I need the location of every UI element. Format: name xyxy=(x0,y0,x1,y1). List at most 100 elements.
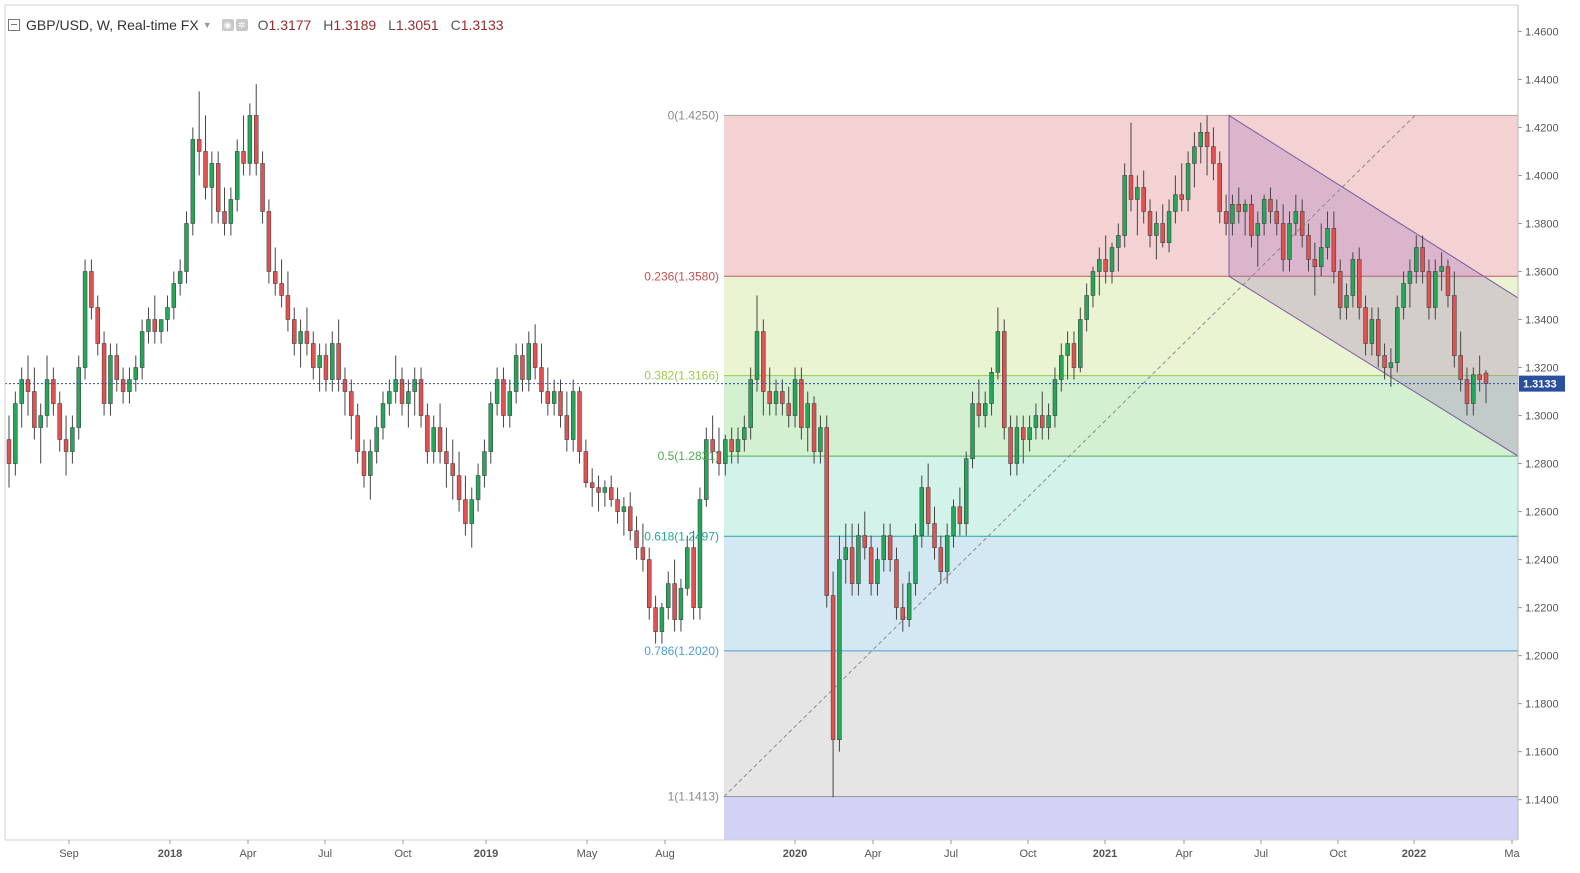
candle-body xyxy=(513,355,519,392)
candle-body xyxy=(532,343,538,368)
candle-body xyxy=(608,487,614,500)
candle-body xyxy=(165,307,170,320)
candle-body xyxy=(63,439,69,452)
candle-body xyxy=(1135,187,1140,200)
candle-body xyxy=(925,487,931,524)
candle-body xyxy=(799,379,804,428)
x-tick-label: 2022 xyxy=(1402,848,1426,860)
candle-body xyxy=(146,319,151,332)
candle-body xyxy=(44,379,50,416)
y-tick-label: 1.1800 xyxy=(1525,699,1559,711)
low-label: L xyxy=(388,17,396,33)
candle-body xyxy=(1122,175,1127,236)
candle-body xyxy=(1287,223,1292,260)
candle-body xyxy=(177,271,183,284)
candle-body xyxy=(418,379,424,416)
candle-body xyxy=(323,355,329,380)
x-tick-label: Apr xyxy=(864,848,881,860)
candle-body xyxy=(1198,131,1203,147)
y-tick-label: 1.3000 xyxy=(1525,411,1559,423)
chevron-down-icon[interactable]: ▼ xyxy=(202,20,212,30)
candle-body xyxy=(482,451,487,476)
candle-body xyxy=(1173,194,1178,212)
candle-body xyxy=(57,403,62,440)
candle-body xyxy=(89,271,94,308)
candle-body xyxy=(412,379,417,392)
candle-body xyxy=(932,523,937,548)
symbol-label[interactable]: GBP/USD, W, Real-time FX xyxy=(26,17,199,33)
candle-body xyxy=(1211,146,1216,164)
candle-body xyxy=(805,403,810,428)
candle-body xyxy=(501,379,506,416)
candle-body xyxy=(76,367,81,428)
candle-body xyxy=(748,379,753,428)
fib-level-label: 0.5(1.2831) xyxy=(658,449,719,463)
settings-icon[interactable]: ✲ xyxy=(235,19,248,31)
candle-body xyxy=(190,139,196,224)
fib-level-label: 0.382(1.3166) xyxy=(644,369,719,383)
fib-zone xyxy=(724,456,1518,537)
candle-body xyxy=(1350,259,1356,296)
x-tick-label: Apr xyxy=(239,848,256,860)
candle-body xyxy=(1255,223,1261,236)
candle-body xyxy=(1369,319,1375,344)
candle-body xyxy=(615,499,620,512)
candle-body xyxy=(995,331,1001,373)
candle-body xyxy=(659,607,665,632)
candle-body xyxy=(1458,355,1463,380)
fib-level-label: 1(1.1413) xyxy=(668,790,719,804)
candle-body xyxy=(716,451,722,464)
candle-body xyxy=(260,163,265,212)
candle-body xyxy=(1414,247,1419,272)
y-tick-label: 1.3800 xyxy=(1525,218,1559,230)
candle-body xyxy=(545,391,551,404)
candle-body xyxy=(298,331,303,344)
candle-body xyxy=(1179,194,1184,200)
candle-body xyxy=(1103,259,1108,272)
candle-body xyxy=(120,379,126,392)
candle-body xyxy=(330,343,335,380)
candle-body xyxy=(1249,204,1254,236)
candle-body xyxy=(488,403,493,452)
candle-body xyxy=(273,271,278,284)
candle-body xyxy=(1027,427,1032,440)
eye-icon[interactable]: ◉ xyxy=(221,19,234,31)
candle-body xyxy=(209,163,215,188)
candle-body xyxy=(1452,295,1457,356)
candle-body xyxy=(1059,355,1064,380)
y-tick-label: 1.4400 xyxy=(1525,74,1559,86)
candle-body xyxy=(1439,266,1444,272)
candle-body xyxy=(837,559,842,740)
candle-body xyxy=(564,415,570,440)
x-tick-label: Ma xyxy=(1504,848,1520,860)
candle-body xyxy=(399,379,405,404)
candle-body xyxy=(1464,379,1470,404)
candle-body xyxy=(963,458,969,524)
candle-body xyxy=(133,367,138,380)
candle-body xyxy=(1280,223,1286,260)
close-value: 1.3133 xyxy=(460,17,504,33)
candle-body xyxy=(754,331,760,380)
candle-body xyxy=(342,379,348,392)
candle-body xyxy=(830,595,836,740)
fib-level-label: 0.786(1.2020) xyxy=(644,644,719,658)
candle-body xyxy=(596,487,601,493)
candle-body xyxy=(1242,204,1248,212)
candle-body xyxy=(437,427,443,452)
candle-body xyxy=(1141,187,1146,212)
candle-body xyxy=(583,451,589,484)
candle-body xyxy=(1477,374,1482,380)
candle-body xyxy=(539,367,544,392)
candle-body xyxy=(279,283,284,296)
candle-body xyxy=(1471,374,1476,404)
collapse-icon[interactable] xyxy=(8,19,20,31)
candle-body xyxy=(881,535,887,560)
candle-body xyxy=(1306,235,1311,260)
y-tick-label: 1.4000 xyxy=(1525,170,1559,182)
candle-body xyxy=(767,391,772,404)
ohlc-readout: O1.3177 H1.3189 L1.3051 C1.3133 xyxy=(258,17,504,33)
candle-body xyxy=(780,391,785,404)
candle-body xyxy=(241,151,246,164)
candle-body xyxy=(380,403,386,428)
